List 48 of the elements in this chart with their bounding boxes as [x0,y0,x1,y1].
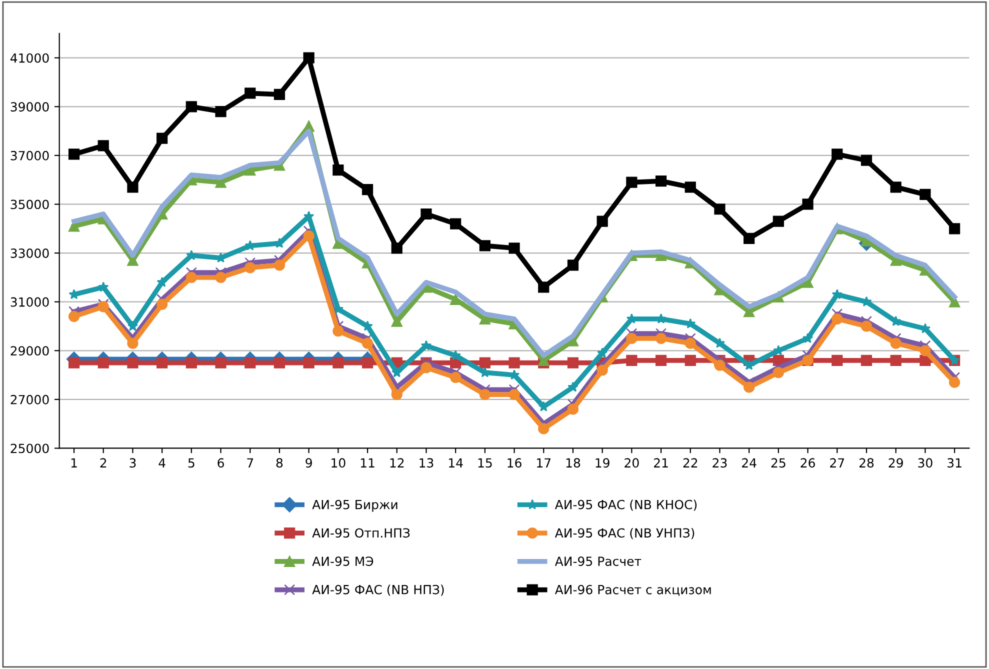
legend-label: АИ-95 Биржи [312,500,398,512]
x-tick-label: 23 [712,458,727,468]
x-tick-label: 13 [420,458,434,468]
legend-label: АИ-95 Расчет [554,556,642,566]
y-tick-label: 39000 [10,102,49,112]
x-tick-label: 11 [360,458,374,468]
x-tick-label: 7 [247,458,254,468]
x-tick-label: 22 [683,458,698,468]
x-tick-label: 8 [276,458,283,468]
y-tick-label: 25000 [10,444,49,454]
x-tick-label: 19 [596,458,610,468]
legend-label: АИ-96 Расчет с акцизом [554,584,711,596]
x-tick-label: 2 [100,458,106,468]
legend-label: АИ-95 ФАС (NB УНПЗ) [554,528,694,540]
x-tick-label: 21 [654,458,668,468]
x-tick-label: 29 [888,458,903,468]
x-tick-label: 10 [332,458,346,468]
x-tick-label: 26 [800,458,815,468]
x-tick-label: 18 [566,458,580,468]
legend-label: АИ-95 ФАС (NB КНОС) [554,500,697,511]
legend-label: АИ-95 ФАС (NB НПЗ) [312,584,444,596]
legend-label: АИ-95 МЭ [312,556,374,566]
x-tick-label: 5 [188,458,194,468]
x-tick-label: 30 [918,458,932,468]
x-tick-label: 16 [508,458,522,468]
x-tick-label: 27 [830,458,844,468]
x-tick-label: 17 [537,458,551,468]
x-tick-label: 20 [624,458,639,468]
y-tick-label: 41000 [10,53,49,63]
x-tick-label: 1 [71,458,77,468]
x-tick-label: 28 [859,458,874,468]
y-tick-label: 31000 [10,297,49,307]
x-tick-label: 14 [449,458,463,468]
y-tick-label: 29000 [10,346,49,356]
y-tick-label: 33000 [10,248,49,258]
x-tick-label: 25 [771,458,786,468]
y-tick-label: 27000 [10,394,49,404]
x-tick-label: 15 [478,458,492,468]
y-tick-label: 37000 [10,150,49,160]
x-tick-label: 4 [158,458,166,468]
x-tick-label: 12 [390,458,404,468]
x-tick-label: 6 [218,458,224,468]
x-tick-label: 9 [306,458,312,468]
legend-label: АИ-95 Отп.НПЗ [312,528,410,538]
x-tick-label: 24 [742,458,756,468]
x-tick-label: 31 [948,458,962,468]
y-tick-label: 35000 [10,200,49,210]
x-tick-label: 3 [130,458,136,468]
